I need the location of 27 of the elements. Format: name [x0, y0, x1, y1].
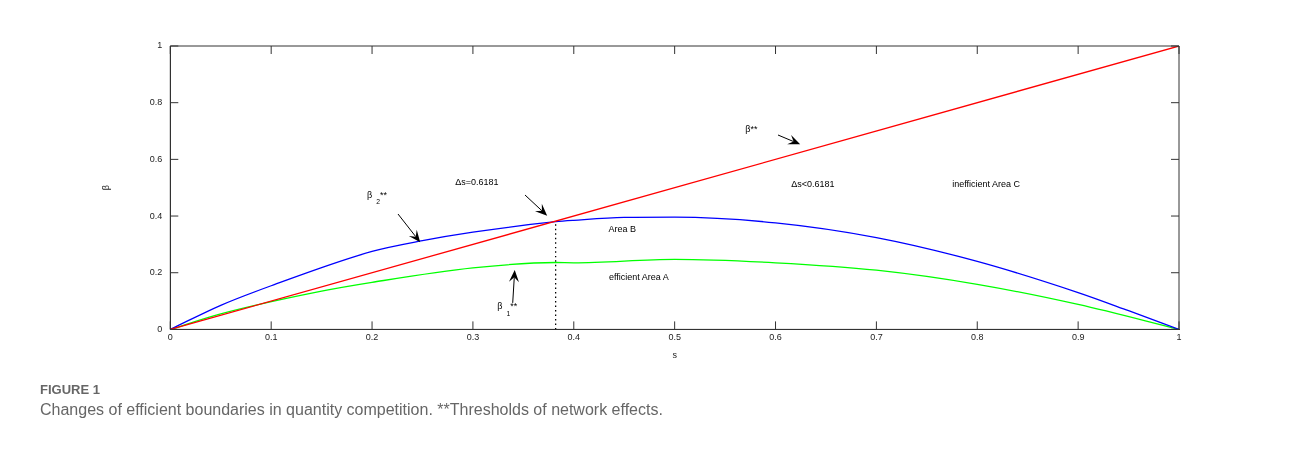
text: Changes of efficient boundaries in quantity competition. **Thresholds of network effects. [40, 401, 664, 419]
y-tick-label: 0.6 [149, 153, 163, 164]
y-tick-label: 0 [157, 323, 163, 334]
y-tick-label: 0.8 [149, 97, 163, 108]
x-tick-label: 0.8 [971, 332, 984, 343]
x-tick-label: 0.9 [1071, 332, 1085, 343]
annotation: Δs<0.6181 [791, 178, 835, 189]
annotation: inefficient Area C [952, 178, 1021, 189]
x-tick-label: 0.7 [870, 332, 883, 343]
y-tick-label: 0.4 [149, 210, 163, 221]
x-tick-label: 0.3 [466, 332, 480, 343]
x-axis-title: s [672, 350, 678, 361]
x-tick-label: 0.2 [365, 332, 379, 343]
x-tick-label: 0.6 [769, 332, 782, 343]
x-tick-label: 0 [167, 332, 173, 343]
caption: FIGURE 1 [40, 382, 101, 397]
y-tick-label: 0.2 [149, 267, 163, 278]
annotation: Δs=0.6181 [455, 176, 499, 187]
x-tick-label: 1 [1176, 332, 1182, 343]
x-tick-label: 0.5 [668, 332, 681, 343]
annotation: Area B [608, 224, 636, 235]
x-tick-label: 0.1 [264, 332, 278, 343]
annotation: efficient Area A [608, 272, 669, 283]
y-tick-label: 1 [157, 40, 163, 51]
y-axis-title: β [100, 185, 111, 191]
x-tick-label: 0.4 [567, 332, 581, 343]
annotation: β** [745, 123, 758, 134]
